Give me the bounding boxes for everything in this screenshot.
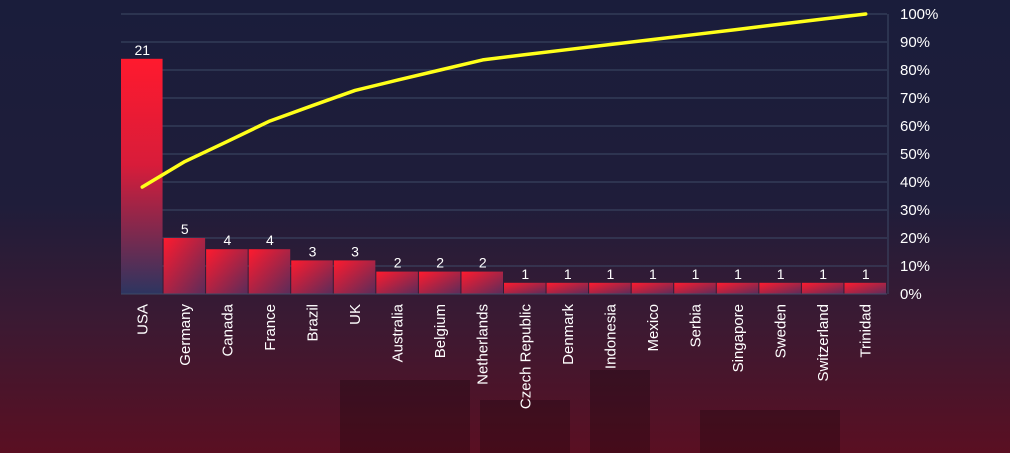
bar xyxy=(333,260,376,294)
data-label: 1 xyxy=(692,266,700,282)
x-tick-label: UK xyxy=(347,304,364,325)
y-right-tick-label: 30% xyxy=(900,202,930,219)
bar xyxy=(121,58,163,294)
y-right-tick-label: 10% xyxy=(900,258,930,275)
x-tick-label: Netherlands xyxy=(475,304,492,385)
data-label: 1 xyxy=(819,266,827,282)
x-tick-label: Singapore xyxy=(730,304,747,372)
bar xyxy=(291,260,333,294)
bar xyxy=(461,271,503,294)
bar xyxy=(674,282,716,294)
bar xyxy=(801,282,844,294)
x-tick-label: France xyxy=(262,304,279,351)
data-label: 1 xyxy=(777,266,785,282)
x-tick-label: Switzerland xyxy=(815,304,832,382)
cumulative-percent-line xyxy=(140,12,868,189)
data-label: 4 xyxy=(223,232,231,248)
x-tick-label: Mexico xyxy=(645,304,662,352)
background-silhouette xyxy=(700,410,840,453)
data-label: 1 xyxy=(606,266,614,282)
x-tick-label: Brazil xyxy=(305,304,322,342)
bar xyxy=(376,271,418,294)
data-label: 1 xyxy=(649,266,657,282)
background-silhouette xyxy=(340,380,470,453)
y-right-tick-label: 90% xyxy=(900,34,930,51)
data-label: 1 xyxy=(521,266,529,282)
y-right-tick-label: 40% xyxy=(900,174,930,191)
y-right-tick-label: 100% xyxy=(900,6,938,23)
y-right-tick-label: 20% xyxy=(900,230,930,247)
bar xyxy=(248,249,291,294)
data-label: 1 xyxy=(862,266,870,282)
data-label: 2 xyxy=(436,255,444,271)
bar xyxy=(418,271,461,294)
x-tick-label: Sweden xyxy=(773,304,790,358)
x-tick-label: Canada xyxy=(219,303,236,356)
x-tick-label: Czech Republic xyxy=(517,304,534,410)
x-tick-label: Belgium xyxy=(432,304,449,358)
x-tick-label: Indonesia xyxy=(602,303,619,369)
bar xyxy=(163,238,206,294)
data-label: 3 xyxy=(309,243,317,259)
data-label: 1 xyxy=(564,266,572,282)
x-tick-label: Trinidad xyxy=(858,304,875,358)
y-right-tick-label: 0% xyxy=(900,286,922,303)
background-silhouette xyxy=(480,400,570,453)
bar xyxy=(206,249,248,294)
bar xyxy=(589,282,631,294)
bar xyxy=(716,282,759,294)
bar xyxy=(504,282,546,294)
x-tick-label: Australia xyxy=(390,303,407,362)
data-label: 4 xyxy=(266,232,274,248)
x-tick-label: USA xyxy=(134,304,151,335)
bar xyxy=(844,282,886,294)
bar xyxy=(631,282,674,294)
data-label: 21 xyxy=(134,42,150,58)
y-right-tick-label: 50% xyxy=(900,146,930,163)
data-label: 2 xyxy=(479,255,487,271)
y-right-tick-label: 60% xyxy=(900,118,930,135)
data-label: 2 xyxy=(394,255,402,271)
x-tick-label: Germany xyxy=(177,304,194,366)
data-label: 5 xyxy=(181,221,189,237)
x-tick-label: Serbia xyxy=(688,303,705,347)
background-silhouette xyxy=(590,370,650,453)
data-label: 3 xyxy=(351,243,359,259)
y-right-tick-label: 70% xyxy=(900,90,930,107)
x-tick-label: Denmark xyxy=(560,304,577,365)
data-label: 1 xyxy=(734,266,742,282)
bar xyxy=(759,282,801,294)
y-right-tick-label: 80% xyxy=(900,62,930,79)
bar xyxy=(546,282,589,294)
